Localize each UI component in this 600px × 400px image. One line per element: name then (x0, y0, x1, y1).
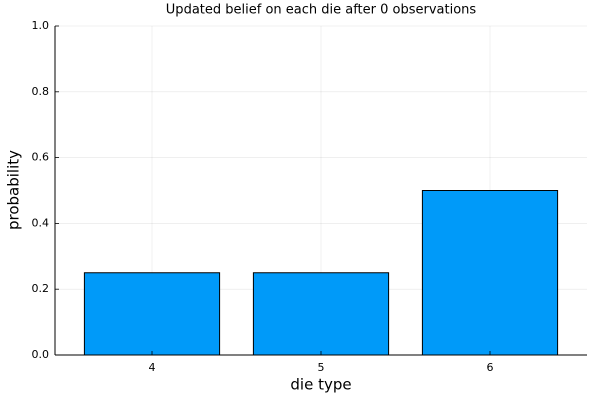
y-tick-label: 0.8 (32, 85, 50, 98)
chart-title: Updated belief on each die after 0 obser… (166, 3, 477, 18)
y-tick-label: 1.0 (32, 19, 50, 32)
y-tick-label: 0.6 (32, 151, 50, 164)
bar (421, 190, 559, 356)
x-tick-label: 4 (149, 361, 156, 374)
x-tick-label: 6 (487, 361, 494, 374)
bar (83, 272, 221, 356)
y-tick-label: 0.4 (32, 216, 50, 229)
y-tick-label: 0.0 (32, 348, 50, 361)
bar (252, 272, 390, 356)
x-axis-label: die type (290, 376, 351, 394)
x-tick-label: 5 (318, 361, 325, 374)
y-axis-label: probability (5, 150, 23, 230)
y-tick-label: 0.2 (32, 282, 50, 295)
